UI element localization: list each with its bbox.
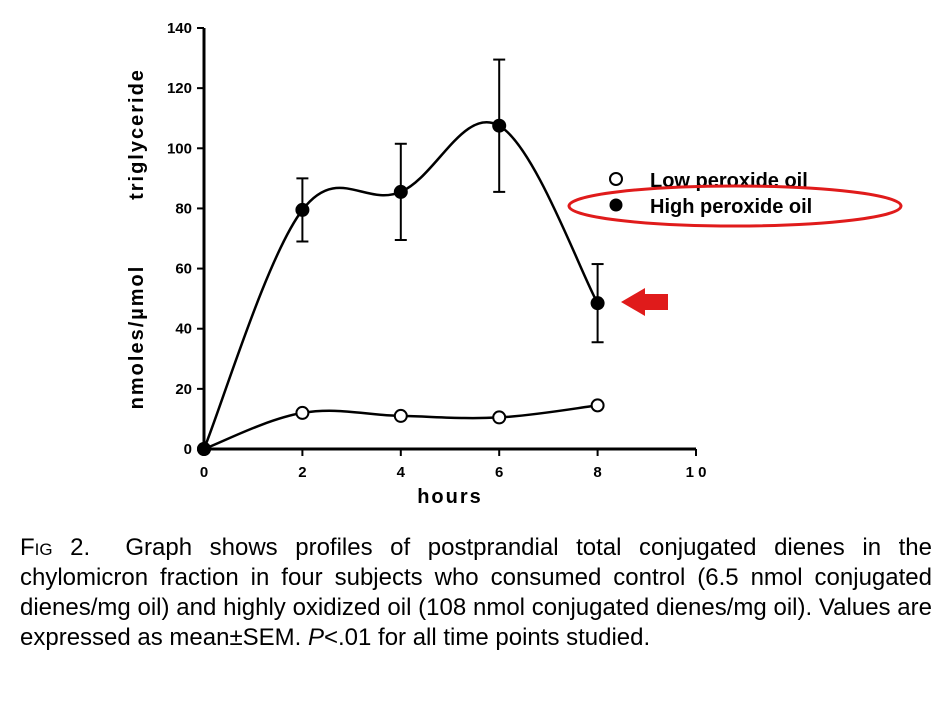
axes (202, 28, 696, 451)
y-tick-label: 40 (175, 321, 192, 338)
legend: Low peroxide oil High peroxide oil (609, 170, 812, 218)
y-tick-label: 140 (167, 20, 192, 37)
y-tick-label: 0 (184, 441, 192, 458)
x-tick-label: 8 (593, 464, 601, 481)
x-tick-label: 0 (200, 464, 208, 481)
figure-caption: Fig 2. Graph shows profiles of postprand… (20, 533, 932, 653)
caption-text: Graph shows profiles of postprandial tot… (20, 534, 932, 651)
series-layer (197, 58, 605, 456)
data-point (295, 405, 310, 420)
x-tick-label: 2 (298, 464, 306, 481)
data-point (590, 398, 605, 413)
data-point (492, 410, 507, 425)
x-axis-title: hours (417, 486, 483, 508)
data-point (492, 118, 507, 133)
figure-label: Fig 2. (20, 534, 91, 561)
data-point (295, 202, 310, 217)
x-ticks: 0 2 4 6 8 1 0 (200, 449, 707, 481)
x-tick-label: 6 (495, 464, 503, 481)
y-tick-label: 20 (175, 381, 192, 398)
y-ticks: 0 20 40 60 80 100 120 140 (167, 20, 204, 458)
x-tick-label: 1 0 (686, 464, 707, 481)
legend-marker-high (609, 198, 623, 212)
y-tick-label: 100 (167, 140, 192, 157)
red-arrow (621, 288, 668, 316)
y-tick-label: 60 (175, 261, 192, 278)
y-tick-label: 120 (167, 80, 192, 97)
y-axis-title-substance: triglyceride (126, 68, 148, 200)
y-tick-label: 80 (175, 200, 192, 217)
data-point (393, 184, 408, 199)
legend-marker-low (609, 172, 623, 186)
y-axis-title-units: nmoles/µmol (126, 265, 148, 410)
data-point (197, 442, 211, 456)
p-symbol: P (307, 624, 324, 651)
caption-text-end: <.01 for all time points studied. (323, 624, 651, 651)
highlight-ellipse (567, 184, 903, 228)
legend-label-high: High peroxide oil (650, 196, 812, 218)
data-point (393, 408, 408, 423)
x-tick-label: 4 (397, 464, 406, 481)
data-point (590, 296, 605, 311)
